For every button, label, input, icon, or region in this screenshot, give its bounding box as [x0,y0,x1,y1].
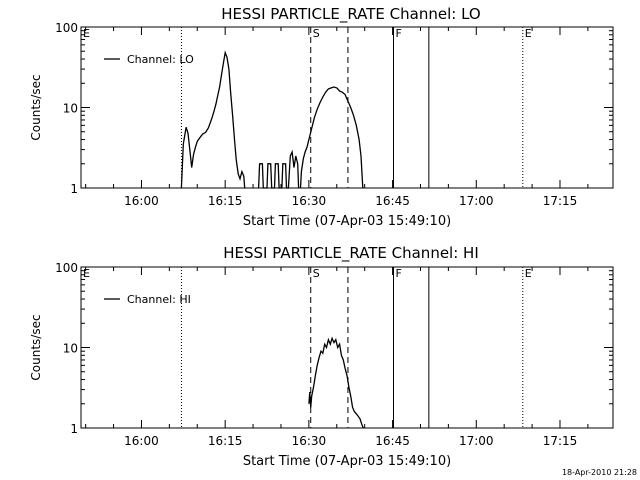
series-line [308,336,364,429]
y-tick-label: 100 [55,21,78,35]
y-tick-label: 1 [70,182,78,196]
y-tick-label: 100 [55,261,78,275]
event-marker-label: S [313,27,320,40]
x-tick-label: 16:15 [208,194,243,208]
x-axis-label: Start Time (07-Apr-03 15:49:10) [243,214,451,229]
y-axis-label: Counts/sec [29,314,43,380]
event-marker-label: E [83,27,90,40]
chart-panel: HESSI PARTICLE_RATE Channel: HI 1 10 100 16:… [29,244,614,469]
x-tick-label: 16:15 [208,434,243,448]
event-marker-label: S [313,267,320,280]
y-tick-label: 1 [70,422,78,436]
series-line [299,86,364,189]
x-tick-label: 17:15 [543,194,578,208]
x-axis-label: Start Time (07-Apr-03 15:49:10) [243,454,451,469]
event-marker-label: F [396,27,402,40]
x-tick-label: 16:45 [375,194,410,208]
plot-frame [80,26,614,189]
series-line [257,149,300,189]
event-marker-label: F [396,267,402,280]
chart-title: HESSI PARTICLE_RATE Channel: LO [221,5,480,24]
chart-panel: HESSI PARTICLE_RATE Channel: LO 1 10 100 16:… [29,5,614,229]
x-tick-label: 16:45 [375,434,410,448]
timestamp-label: 18-Apr-2010 21:28 [562,468,637,477]
event-marker-label: E [83,267,90,280]
chart-title: HESSI PARTICLE_RATE Channel: HI [223,244,479,263]
y-axis-label: Counts/sec [29,74,43,140]
y-tick-label: 10 [63,102,78,116]
x-tick-label: 17:15 [543,434,578,448]
event-marker-label: E [525,27,532,40]
x-tick-label: 16:30 [292,194,327,208]
legend-label: Channel: LO [127,53,194,66]
x-tick-label: 17:00 [459,434,494,448]
y-tick-label: 10 [63,342,78,356]
series-line [180,50,246,189]
event-marker-label: E [525,267,532,280]
plot-frame [80,266,614,429]
legend-label: Channel: HI [127,293,191,306]
x-tick-label: 16:00 [124,434,159,448]
x-tick-label: 16:30 [292,434,327,448]
x-tick-label: 17:00 [459,194,494,208]
x-tick-label: 16:00 [124,194,159,208]
